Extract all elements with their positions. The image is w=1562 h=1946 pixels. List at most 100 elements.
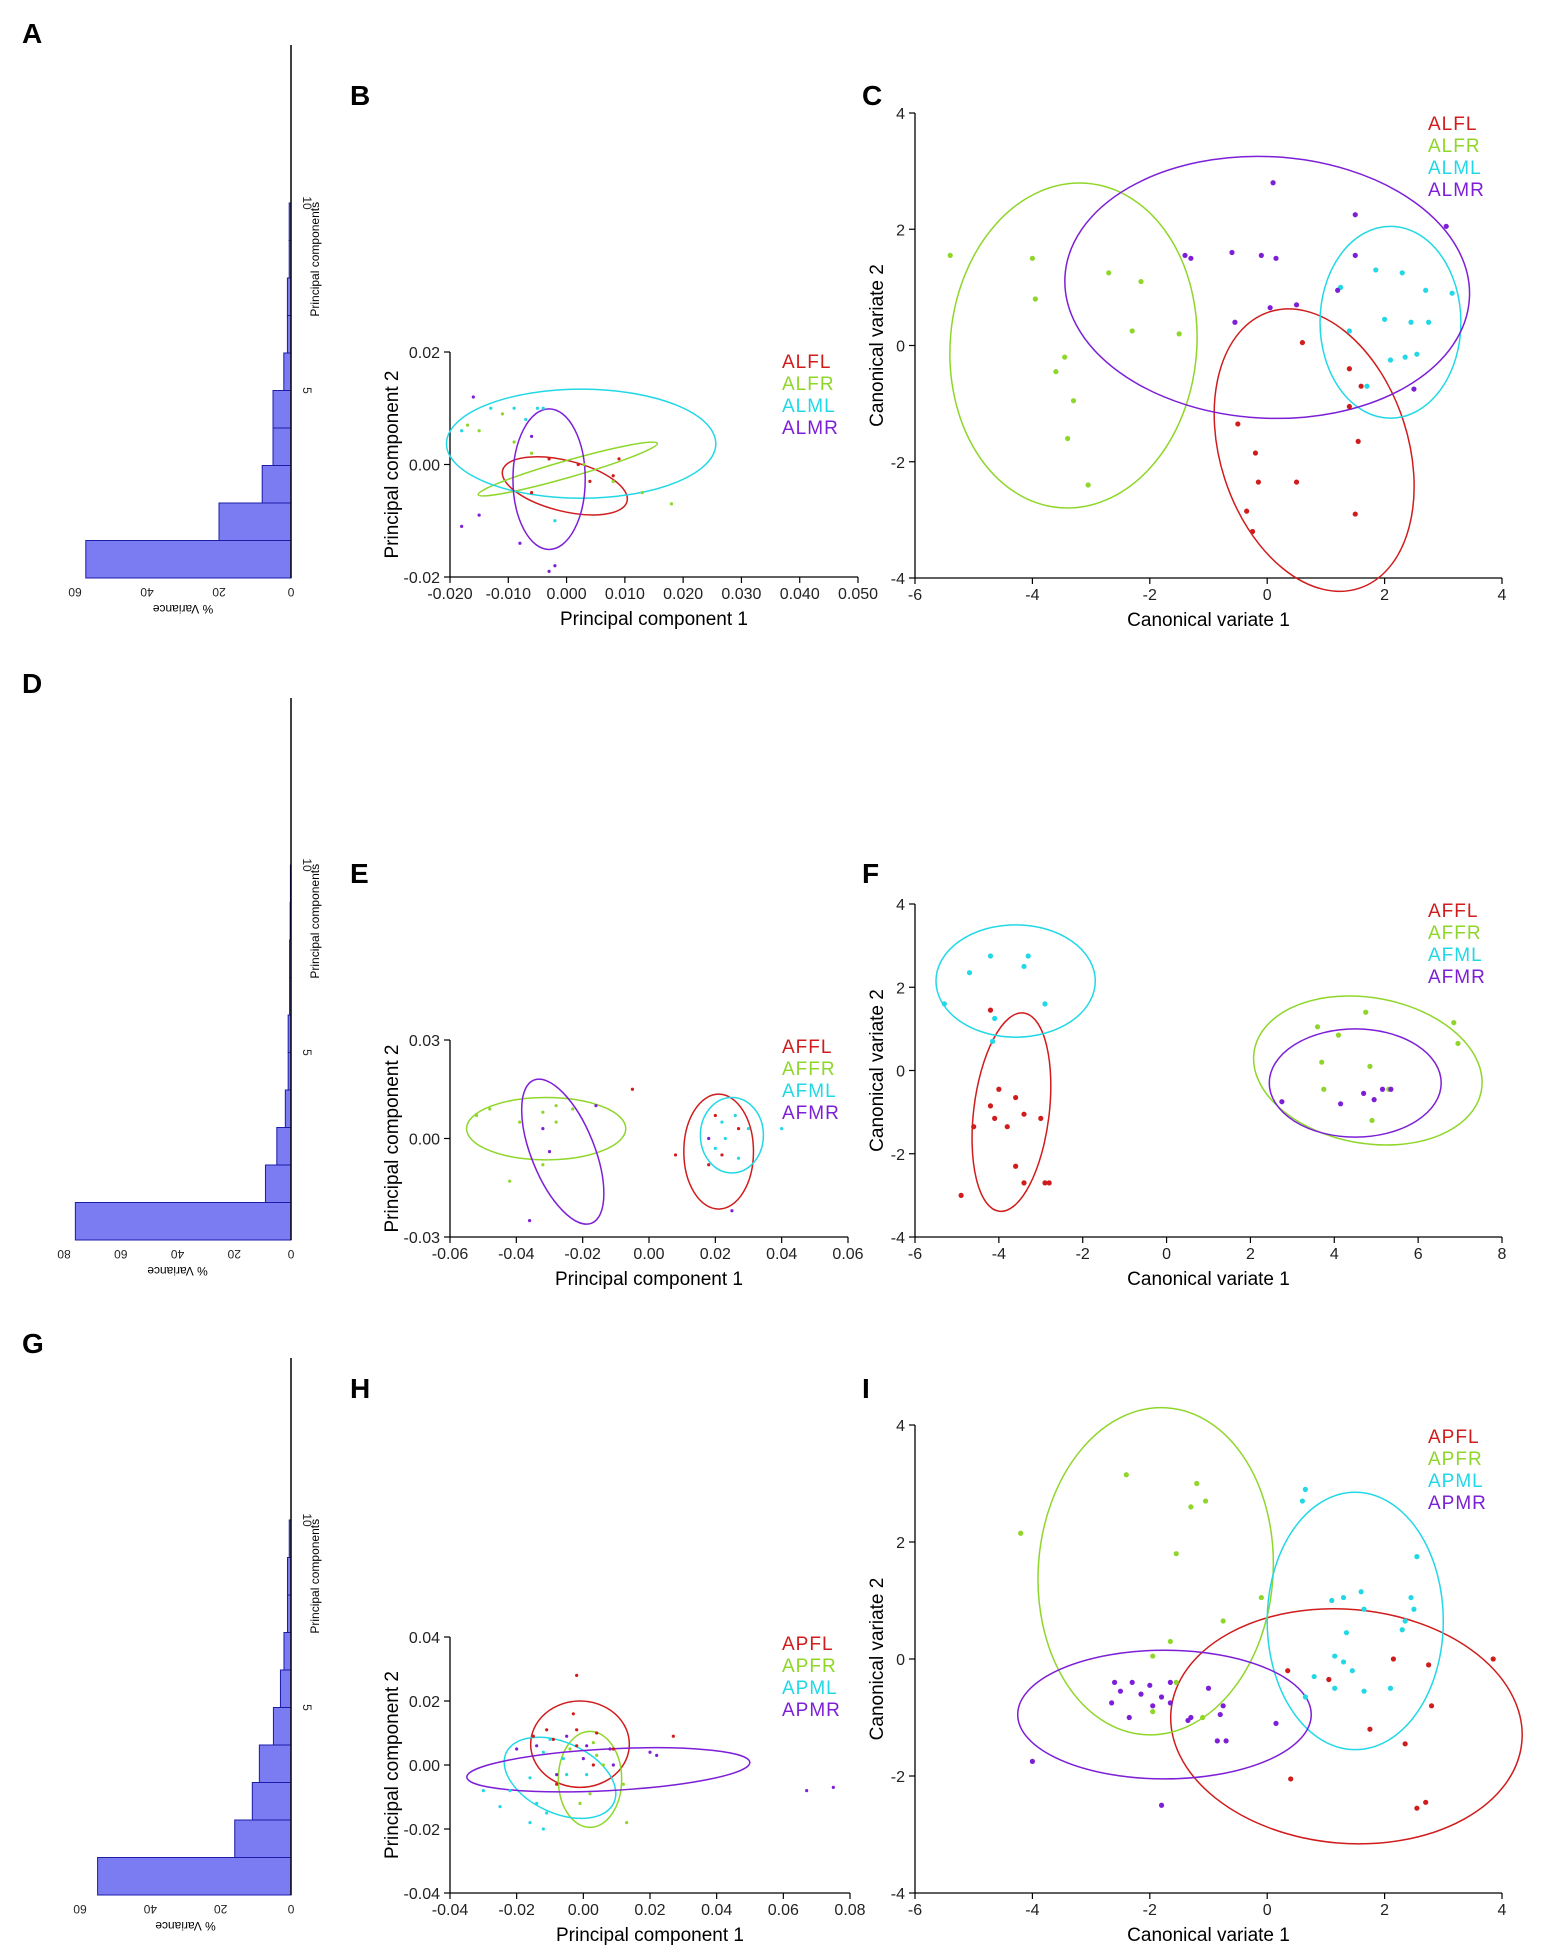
data-point-affr bbox=[518, 1120, 522, 1124]
legend-entry-apfl: APFL bbox=[1428, 1427, 1480, 1448]
scree-y-label: Principal components bbox=[308, 864, 322, 979]
data-point-afml bbox=[989, 1038, 996, 1044]
data-point-apmr bbox=[565, 1734, 569, 1738]
scree-x-label: % Variance bbox=[147, 1264, 208, 1278]
data-point-apfl bbox=[551, 1737, 555, 1741]
data-point-affl bbox=[1021, 1111, 1027, 1117]
data-point-apml bbox=[585, 1773, 589, 1777]
data-point-afml bbox=[941, 1001, 947, 1007]
scree-bar bbox=[261, 465, 292, 504]
data-point-affr bbox=[1321, 1086, 1327, 1092]
data-point-almr bbox=[1335, 287, 1341, 293]
data-point-apfl bbox=[1428, 1703, 1435, 1709]
legend-entry-alml: ALML bbox=[1428, 158, 1482, 179]
y-tick-label: 0.02 bbox=[409, 1694, 440, 1711]
data-point-alfl bbox=[1358, 383, 1364, 389]
legend-entry-apmr: APMR bbox=[1428, 1493, 1487, 1514]
data-point-afml bbox=[720, 1120, 724, 1124]
data-point-affl bbox=[1042, 1180, 1048, 1186]
data-point-alfl bbox=[547, 457, 551, 461]
scree-x-tick: 40 bbox=[140, 585, 154, 599]
data-point-almr bbox=[1443, 223, 1449, 229]
data-point-alml bbox=[1408, 319, 1414, 325]
scree-y-tick: 10 bbox=[300, 858, 314, 872]
confidence-ellipse-alml bbox=[1319, 225, 1462, 419]
panel-letter-e: E bbox=[350, 858, 369, 889]
y-tick-label: 4 bbox=[896, 897, 905, 914]
data-point-alfl bbox=[1235, 421, 1241, 427]
scree-bar bbox=[85, 540, 292, 579]
data-point-apfl bbox=[1402, 1741, 1408, 1747]
scree-bar bbox=[276, 1127, 292, 1166]
y-tick-label: -2 bbox=[891, 1147, 905, 1164]
data-point-alml bbox=[535, 406, 540, 410]
y-tick-label: 2 bbox=[896, 222, 905, 239]
data-point-afmr bbox=[730, 1209, 734, 1213]
data-point-apfl bbox=[591, 1763, 595, 1767]
x-tick-label: 4 bbox=[1498, 1902, 1507, 1919]
x-tick-label: 2 bbox=[1246, 1246, 1255, 1263]
data-point-alfr bbox=[477, 429, 481, 433]
x-tick-label: 0 bbox=[1162, 1246, 1171, 1263]
y-axis-label: Canonical variate 2 bbox=[867, 1578, 888, 1741]
data-point-apfr bbox=[1200, 1714, 1206, 1721]
confidence-ellipse-alml bbox=[445, 388, 717, 499]
data-point-apmr bbox=[1158, 1694, 1165, 1700]
data-point-apmr bbox=[1223, 1738, 1229, 1744]
data-point-apmr bbox=[1167, 1679, 1173, 1685]
data-point-afmr bbox=[1279, 1099, 1285, 1105]
data-point-alfl bbox=[1346, 366, 1352, 372]
data-point-almr bbox=[518, 541, 522, 545]
data-point-almr bbox=[530, 434, 534, 438]
data-point-apfr bbox=[591, 1741, 595, 1745]
data-point-almr bbox=[1229, 249, 1235, 256]
data-point-alfr bbox=[1065, 435, 1071, 442]
data-point-apfl bbox=[611, 1747, 615, 1751]
scree-x-tick: 60 bbox=[114, 1247, 128, 1261]
data-point-apfr bbox=[1123, 1472, 1129, 1478]
legend-entry-apml: APML bbox=[782, 1678, 838, 1699]
x-tick-label: 0.020 bbox=[663, 586, 703, 603]
x-tick-label: -0.020 bbox=[427, 586, 472, 603]
data-point-affl bbox=[987, 1103, 994, 1109]
data-point-alfr bbox=[1062, 354, 1068, 360]
data-point-apfl bbox=[1390, 1656, 1397, 1662]
data-point-alfl bbox=[576, 462, 580, 467]
scree-y-tick: 5 bbox=[300, 387, 314, 394]
data-point-apml bbox=[535, 1801, 539, 1805]
data-point-apfl bbox=[1426, 1662, 1432, 1668]
y-tick-label: 0.00 bbox=[409, 1132, 440, 1149]
data-point-affl bbox=[992, 1115, 998, 1121]
legend-entry-alfl: ALFL bbox=[782, 352, 831, 373]
data-point-afmr bbox=[1361, 1090, 1367, 1096]
y-axis-label: Principal component 2 bbox=[382, 1045, 403, 1233]
data-point-apml bbox=[1361, 1688, 1367, 1694]
data-point-afml bbox=[987, 953, 994, 959]
x-axis-label: Principal component 1 bbox=[555, 1269, 743, 1290]
data-point-apmr bbox=[648, 1750, 652, 1754]
scree-x-tick: 20 bbox=[227, 1247, 241, 1261]
data-point-apmr bbox=[655, 1753, 659, 1757]
legend-entry-alfl: ALFL bbox=[1428, 114, 1477, 135]
data-point-alml bbox=[553, 519, 557, 523]
legend-entry-afml: AFML bbox=[782, 1081, 837, 1102]
scree-bar bbox=[279, 1669, 292, 1708]
legend-entry-apmr: APMR bbox=[782, 1700, 841, 1721]
data-point-alml bbox=[1402, 354, 1408, 360]
data-point-apml bbox=[1414, 1554, 1420, 1560]
legend-entry-afml: AFML bbox=[1428, 945, 1483, 966]
legend-entry-affl: AFFL bbox=[1428, 901, 1478, 922]
confidence-ellipse-affl bbox=[683, 1093, 755, 1210]
x-tick-label: -2 bbox=[1076, 1246, 1090, 1263]
data-point-almr bbox=[1267, 305, 1273, 311]
data-point-alfr bbox=[1085, 482, 1091, 488]
data-point-apfr bbox=[595, 1753, 599, 1757]
y-tick-label: 0.03 bbox=[409, 1033, 440, 1050]
legend-entry-apfr: APFR bbox=[782, 1656, 837, 1677]
x-tick-label: -2 bbox=[1143, 587, 1157, 604]
scree-x-tick: 0 bbox=[287, 585, 294, 599]
data-point-apmr bbox=[1205, 1685, 1212, 1691]
